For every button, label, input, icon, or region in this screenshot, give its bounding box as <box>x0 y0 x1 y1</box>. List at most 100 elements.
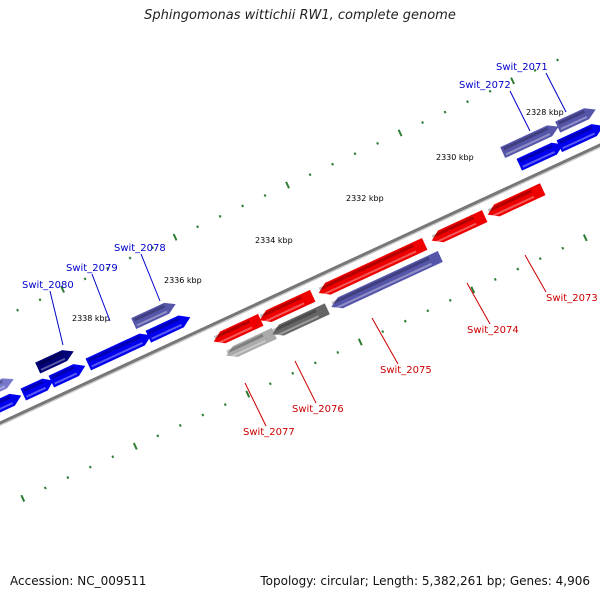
gene-forward-highlight <box>522 151 556 168</box>
outer-tick <box>16 308 19 312</box>
inner-tick <box>582 234 588 242</box>
gene-label-forward: Swit_2072 <box>459 80 511 91</box>
outer-tick <box>533 68 537 72</box>
inner-tick <box>336 350 340 354</box>
gene-label-forward: Swit_2078 <box>114 243 166 254</box>
inner-tick <box>561 246 565 250</box>
inner-tick <box>88 465 92 469</box>
kbp-label: 2332 kbp <box>346 194 384 203</box>
gene-forward-highlight <box>26 386 47 398</box>
gene-forward-body <box>516 142 564 171</box>
inner-tick <box>470 286 476 294</box>
outer-tick <box>443 110 447 114</box>
gene-label-reverse: Swit_2074 <box>467 325 519 336</box>
gene-forward-shade <box>88 335 141 362</box>
gene-reverse-slate-shade <box>331 257 430 305</box>
gene-swit-2076-highlight <box>275 315 319 338</box>
gene-forward-highlight <box>54 372 78 385</box>
gene-swit-2073-body <box>487 183 546 217</box>
outer-tick <box>128 256 132 260</box>
gene-forward-body <box>145 315 191 343</box>
kbp-label: 2328 kbp <box>526 108 564 117</box>
inner-tick <box>313 361 317 365</box>
gene-swit-2080-shade <box>37 351 64 366</box>
inner-tick <box>66 476 70 480</box>
gene-swit-2077 <box>226 327 277 359</box>
outer-tick <box>466 100 469 104</box>
inner-tick <box>43 486 47 490</box>
gene-swit-2078-shade <box>133 304 166 322</box>
gene-swit-2075-highlight <box>321 250 417 296</box>
inner-tick <box>291 371 295 375</box>
gene-reverse-shade <box>213 320 250 340</box>
outer-tick <box>106 266 109 270</box>
outer-tick <box>83 277 87 281</box>
gene-label-reverse: Swit_2073 <box>546 293 598 304</box>
gene-reverse-slate-highlight <box>334 262 432 310</box>
gene-swit-2074-highlight <box>434 222 477 244</box>
inner-tick <box>426 309 430 313</box>
inner-tick <box>516 267 520 271</box>
leader-line <box>545 72 567 113</box>
gene-forward-body <box>20 378 54 401</box>
accession-label: Accession: NC_009511 <box>10 574 147 588</box>
outer-tick <box>241 204 244 208</box>
gene-forward <box>556 124 600 153</box>
inner-tick <box>538 257 542 261</box>
gene-forward <box>48 364 86 388</box>
gene-forward-shade <box>559 126 593 144</box>
gene-forward <box>145 315 191 343</box>
gene-reverse-slate <box>331 251 443 310</box>
kbp-label: 2334 kbp <box>255 236 293 245</box>
gene-forward-shade <box>23 380 44 393</box>
gene-reverse-highlight <box>216 326 253 345</box>
inner-tick <box>132 442 138 450</box>
gene-swit-2076-body <box>272 303 330 336</box>
gene-forward-outer <box>0 378 14 392</box>
inner-tick <box>381 330 385 334</box>
gene-swit-2072-shade <box>502 127 549 151</box>
gene-reverse <box>213 313 264 345</box>
inner-tick <box>403 319 407 323</box>
gene-swit-2078 <box>131 302 176 330</box>
outer-tick <box>488 89 492 93</box>
gene-swit-2075-body <box>318 237 428 295</box>
outer-tick <box>510 77 515 85</box>
gene-label-forward: Swit_2071 <box>496 62 548 73</box>
gene-swit-2080-highlight <box>40 357 66 371</box>
gene-swit-2073-highlight <box>490 195 535 218</box>
gene-reverse-body <box>213 313 264 344</box>
leader-line <box>466 282 491 325</box>
gene-forward-body <box>85 333 152 371</box>
outer-tick <box>376 141 379 145</box>
gene-swit-2071-highlight <box>560 115 588 130</box>
leader-line <box>509 90 531 132</box>
gene-swit-2072-body <box>500 125 559 159</box>
gene-swit-2074-body <box>431 210 488 243</box>
gene-swit-2071 <box>555 108 596 133</box>
gene-swit-2073-shade <box>487 189 532 213</box>
page-title: Sphingomonas wittichii RW1, complete gen… <box>144 8 456 23</box>
gene-swit-2072-highlight <box>505 133 551 156</box>
gene-swit-2078-highlight <box>136 310 168 327</box>
outer-tick <box>397 129 403 137</box>
gene-forward-body <box>48 364 86 388</box>
outer-tick <box>421 121 424 125</box>
inner-tick <box>268 382 272 386</box>
gene-forward-outer-highlight <box>0 385 6 390</box>
gene-forward-shade <box>519 144 553 163</box>
gene-swit-2080-body <box>35 350 74 374</box>
gene-forward <box>0 393 22 413</box>
outer-tick <box>285 181 290 189</box>
outer-tick <box>331 162 334 166</box>
gene-forward-body <box>0 393 22 413</box>
gene-swit-2076-shade <box>272 309 317 333</box>
gene-forward-highlight <box>151 323 183 340</box>
inner-tick <box>493 277 497 281</box>
gene-forward <box>516 142 564 171</box>
gene-label-reverse: Swit_2077 <box>243 427 295 438</box>
inner-tick <box>20 494 26 503</box>
gene-reverse-shade <box>259 296 302 318</box>
gene-swit-2080 <box>35 350 74 374</box>
gene-forward-shade <box>148 317 180 335</box>
